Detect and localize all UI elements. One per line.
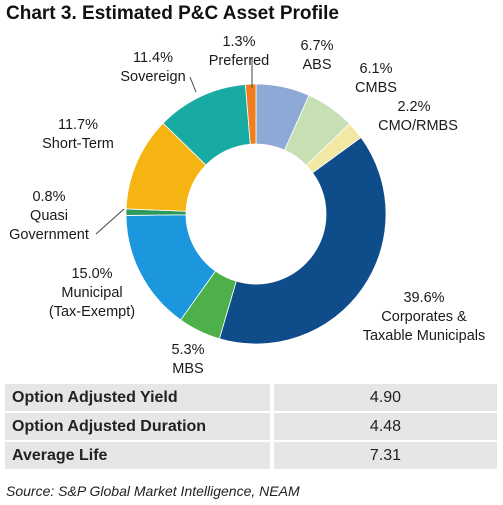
leader-lines — [95, 58, 253, 235]
label-muni-name-1: Municipal — [61, 285, 122, 301]
label-corp-name-1: Corporates & — [381, 309, 467, 325]
stats-table: Option Adjusted Yield 4.90 Option Adjust… — [5, 382, 497, 471]
stat-value: 4.48 — [274, 413, 497, 440]
label-muni-pct: 15.0% — [71, 266, 112, 282]
label-preferred-name: Preferred — [209, 53, 269, 69]
stat-value: 7.31 — [274, 442, 497, 469]
label-mbs-pct: 5.3% — [171, 342, 204, 358]
label-abs-name: ABS — [302, 57, 331, 73]
slice-corporates-taxable-municipals — [218, 136, 387, 345]
label-preferred-pct: 1.3% — [222, 34, 255, 50]
label-corp-name-2: Taxable Municipals — [363, 328, 486, 344]
label-corp-pct: 39.6% — [403, 290, 444, 306]
label-cmbs-name: CMBS — [355, 80, 397, 96]
table-row: Option Adjusted Yield 4.90 — [5, 384, 497, 411]
label-cmo-pct: 2.2% — [397, 99, 430, 115]
stat-value: 4.90 — [274, 384, 497, 411]
leader-line-quasi — [95, 208, 125, 235]
donut-slices — [125, 83, 387, 345]
label-short-pct: 11.7% — [58, 117, 98, 133]
leader-line-sovereign — [189, 76, 197, 93]
stat-label: Option Adjusted Yield — [5, 384, 270, 411]
label-cmbs-pct: 6.1% — [359, 61, 392, 77]
donut-chart: 6.7% ABS 6.1% CMBS 2.2% CMO/RMBS 39.6% C… — [9, 34, 485, 377]
stat-label: Option Adjusted Duration — [5, 413, 270, 440]
source-note: Source: S&P Global Market Intelligence, … — [6, 483, 300, 499]
slice-labels: 6.7% ABS 6.1% CMBS 2.2% CMO/RMBS 39.6% C… — [9, 34, 485, 377]
stat-label: Average Life — [5, 442, 270, 469]
label-cmo-name: CMO/RMBS — [378, 118, 458, 134]
label-quasi-pct: 0.8% — [32, 189, 65, 205]
label-short-name: Short-Term — [42, 136, 114, 152]
slice-preferred — [244, 83, 257, 145]
table-row: Option Adjusted Duration 4.48 — [5, 413, 497, 440]
label-quasi-name-2: Government — [9, 227, 89, 243]
label-quasi-name-1: Quasi — [30, 208, 68, 224]
label-sovereign-pct: 11.4% — [133, 50, 173, 66]
table-row: Average Life 7.31 — [5, 442, 497, 469]
chart-title: Chart 3. Estimated P&C Asset Profile — [6, 3, 339, 24]
label-sovereign-name: Sovereign — [120, 69, 185, 85]
label-abs-pct: 6.7% — [300, 38, 333, 54]
label-mbs-name: MBS — [172, 361, 203, 377]
label-muni-name-2: (Tax-Exempt) — [49, 304, 135, 320]
